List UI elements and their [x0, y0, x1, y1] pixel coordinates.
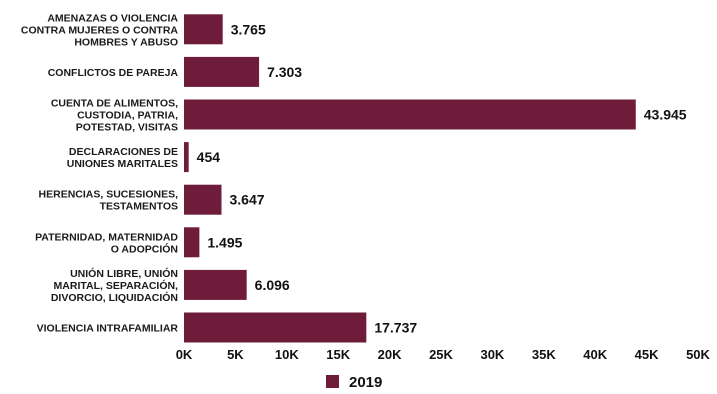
legend-swatch: [326, 375, 339, 388]
value-label: 3.765: [231, 21, 266, 37]
x-tick-label: 5K: [227, 347, 244, 362]
category-label: CONFLICTOS DE PAREJA: [48, 67, 179, 79]
bar: [184, 56, 260, 87]
x-tick-label: 40K: [583, 347, 607, 362]
value-label: 43.945: [644, 107, 687, 123]
value-labels: 3.765 7.303 43.945 454 3.647 1.495 6.096 17.737: [197, 21, 687, 335]
bar: [184, 227, 200, 258]
category-label: PATERNIDAD, MATERNIDAD O ADOPCIÓN: [35, 231, 178, 255]
x-tick-label: 50K: [686, 347, 710, 362]
category-label: VIOLENCIA INTRAFAMILIAR: [37, 323, 179, 335]
bar: [184, 269, 247, 300]
bar: [184, 312, 367, 343]
category-labels: AMENAZAS O VIOLENCIA CONTRA MUJERES O CON…: [21, 12, 179, 334]
bars: [184, 14, 636, 343]
x-tick-label: 25K: [429, 347, 453, 362]
x-tick-label: 15K: [326, 347, 350, 362]
value-label: 17.737: [374, 320, 417, 336]
legend-label: 2019: [349, 374, 382, 391]
bar: [184, 14, 223, 45]
category-label: CUENTA DE ALIMENTOS, CUSTODIA, PATRIA, POT…: [51, 98, 178, 134]
category-label: AMENAZAS O VIOLENCIA CONTRA MUJERES O CON…: [21, 12, 179, 48]
value-label: 1.495: [207, 234, 242, 250]
bar: [184, 142, 189, 173]
bar: [184, 99, 636, 130]
legend: 2019: [326, 374, 382, 391]
x-tick-label: 30K: [480, 347, 504, 362]
value-label: 6.096: [255, 277, 290, 293]
value-label: 7.303: [267, 64, 302, 80]
category-label: DECLARACIONES DE UNIONES MARITALES: [67, 146, 178, 170]
x-tick-label: 35K: [532, 347, 556, 362]
category-label: UNIÓN LIBRE, UNIÓN MARITAL, SEPARACIÓN, DI…: [51, 267, 178, 304]
x-tick-label: 45K: [635, 347, 659, 362]
bar: [184, 184, 222, 215]
x-tick-label: 10K: [275, 347, 299, 362]
value-label: 454: [197, 149, 221, 165]
x-axis-ticks: 0K 5K 10K 15K 20K 25K 30K 35K 40K 45K 50K: [176, 347, 711, 362]
value-label: 3.647: [229, 192, 264, 208]
category-label: HERENCIAS, SUCESIONES, TESTAMENTOS: [39, 189, 179, 213]
x-tick-label: 20K: [378, 347, 402, 362]
x-tick-label: 0K: [176, 347, 193, 362]
